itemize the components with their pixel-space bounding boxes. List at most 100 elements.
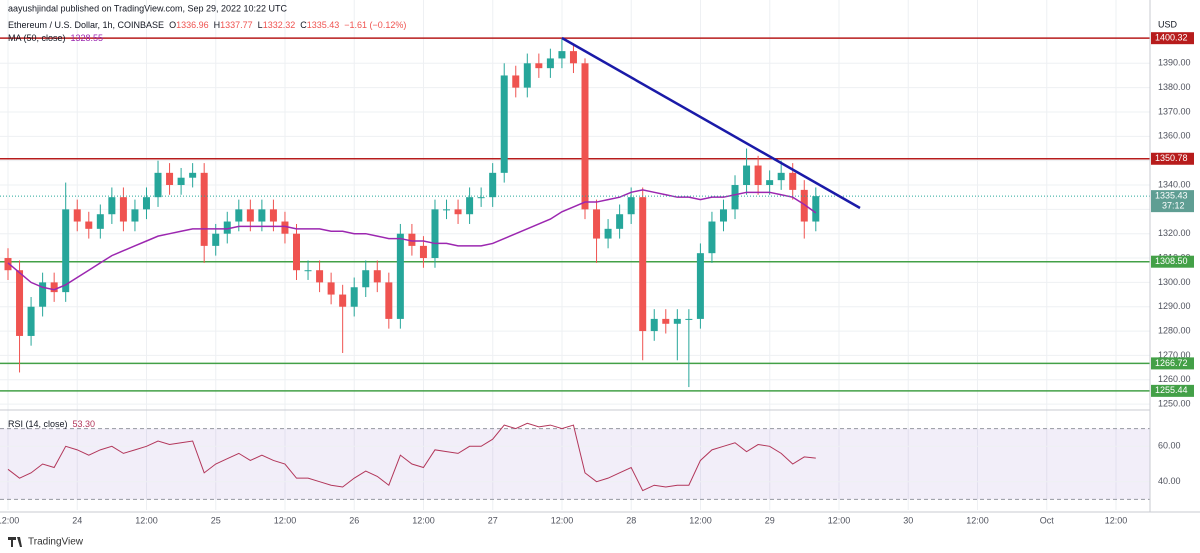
x-tick-label: 12:00 [274,515,297,525]
x-tick-label: 12:00 [1105,515,1128,525]
candle-body [119,197,127,222]
candle-body [512,75,520,88]
candle-body [96,214,104,229]
candle-body [719,209,727,222]
y-tick-label: 1320.00 [1158,228,1191,238]
x-tick-label: 24 [72,515,82,525]
candle-body [419,245,427,259]
candle-body [489,172,497,198]
trendline [561,36,861,210]
x-tick-label: 26 [349,515,359,525]
candle-body [235,209,243,222]
rsi-tick-label: 60.00 [1158,441,1181,451]
level-label-box [1151,32,1194,45]
candle-body [223,221,231,234]
candle-body [258,209,266,222]
y-tick-label: 1360.00 [1158,131,1191,141]
candle-body [108,197,116,215]
level-label-box [1151,152,1194,165]
ma-legend: MA (50, close) 1328.55 [8,33,103,43]
x-tick-label: 27 [488,515,498,525]
ohlc-key: C [300,20,307,30]
candle-body [269,209,277,222]
candle-body [304,270,312,272]
rsi-tick-label: 40.00 [1158,476,1181,486]
currency: USD [1158,19,1178,29]
candle-body [189,172,197,178]
candle-body [85,221,93,229]
candle-body [731,185,739,210]
candle-body [604,228,612,239]
candle-body [569,51,577,64]
level-label: 1400.32 [1155,33,1188,43]
candle-body [500,75,508,173]
ohlc-key: H [214,20,221,30]
level-label-box [1151,255,1194,268]
candle-body [581,63,589,210]
candle-body [327,282,335,295]
ma-last: 1328.55 [71,33,104,43]
x-tick-label: 29 [765,515,775,525]
candle-body [466,197,474,215]
level-label: 1308.50 [1155,256,1188,266]
candle-body [523,63,531,88]
candle-body [777,172,785,181]
rsi-legend: RSI (14, close) 53.30 [8,419,95,429]
candle-body [131,209,139,222]
candle-body [454,209,462,215]
ma-name: MA (50, close) [8,33,66,43]
candle-body [766,180,774,186]
y-tick-label: 1380.00 [1158,82,1191,92]
x-tick-label: Oct [1040,515,1055,525]
candle-body [385,282,393,319]
ohlc-key: O [169,20,176,30]
candle-body [546,58,554,69]
candle-body [616,214,624,229]
candle-body [200,172,208,246]
rsi-line [7,422,816,492]
footer: TradingView [28,537,84,548]
candle-body [685,318,693,320]
ma-line [7,189,817,291]
candle-body [316,270,324,283]
x-tick-label: 30 [903,515,913,525]
last-price-label: 1335.43 [1155,191,1188,201]
candle-body [535,63,543,69]
candle-body [27,306,35,336]
candle-body [166,172,174,186]
candle-body [350,287,358,307]
y-tick-label: 1260.00 [1158,374,1191,384]
candle-body [558,51,566,59]
y-tick-label: 1300.00 [1158,277,1191,287]
x-tick-label: 12:00 [828,515,851,525]
title-legend: Ethereum / U.S. Dollar, 1h, COINBASE O133… [8,20,406,30]
level-label-box [1151,357,1194,370]
candle-body [696,253,704,319]
candle-body [743,165,751,186]
y-tick-label: 1250.00 [1158,398,1191,408]
candle-body [50,282,58,293]
y-tick-label: 1340.00 [1158,179,1191,189]
last-price-box [1151,190,1194,213]
x-tick-label: 12:00 [689,515,712,525]
candle-body [431,209,439,259]
candle-body [339,294,347,307]
ohlc-value: 1335.43 [307,20,340,30]
candle-body [281,221,289,234]
candle-body [593,209,601,239]
ohlc-key: L [258,20,263,30]
change: −1.61 (−0.12%) [344,20,406,30]
candle-body [639,197,647,332]
ohlc-value: 1336.96 [176,20,209,30]
y-tick-label: 1370.00 [1158,106,1191,116]
candle-body [443,209,451,211]
candle-body [789,172,797,190]
candle-body [142,197,150,210]
ohlc-value: 1337.77 [220,20,253,30]
x-tick-label: 25 [211,515,221,525]
level-label: 1350.78 [1155,153,1188,163]
ohlc-value: 1332.32 [263,20,296,30]
candle-body [39,282,47,307]
y-tick-label: 1280.00 [1158,325,1191,335]
